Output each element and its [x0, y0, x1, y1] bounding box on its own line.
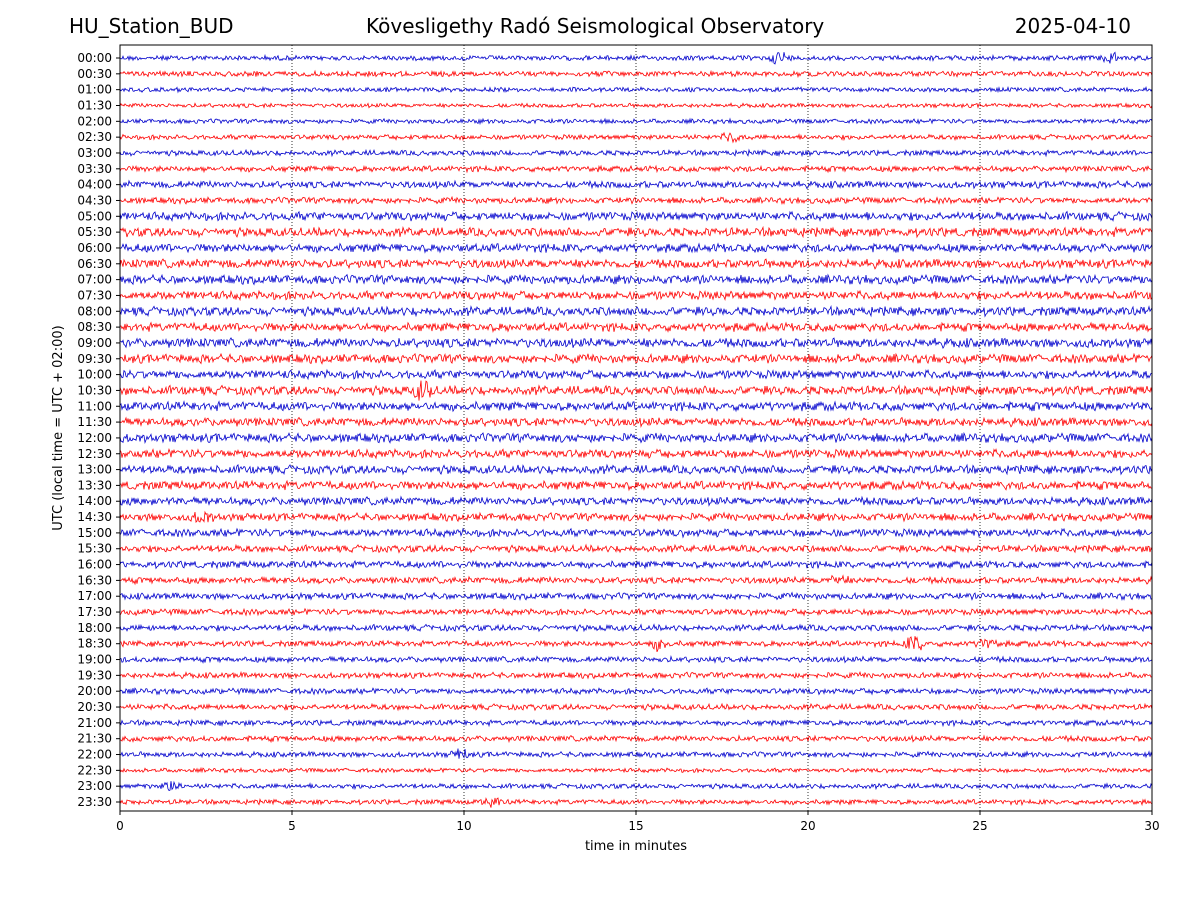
trace-0100 [119, 85, 1153, 94]
y-tick-label: 08:00 [77, 304, 112, 318]
y-tick-label: 00:30 [77, 67, 112, 81]
x-tick-label: 10 [456, 819, 471, 833]
y-tick-label: 09:00 [77, 336, 112, 350]
y-tick-label: 12:30 [77, 447, 112, 461]
trace-2230 [119, 766, 1153, 774]
x-tick-label: 5 [288, 819, 296, 833]
y-tick-label: 04:00 [77, 178, 112, 192]
trace-0630 [119, 258, 1153, 270]
trace-1700 [119, 591, 1153, 601]
trace-1230 [119, 447, 1153, 460]
x-axis-label: time in minutes [585, 839, 687, 854]
y-tick-label: 15:30 [77, 542, 112, 556]
y-tick-label: 08:30 [77, 320, 112, 334]
y-tick-label: 19:30 [77, 668, 112, 682]
y-tick-label: 01:30 [77, 98, 112, 112]
x-tick-label: 25 [972, 819, 987, 833]
y-tick-label: 10:30 [77, 383, 112, 397]
trace-0930 [119, 352, 1153, 365]
x-axis: 0 5 10 15 20 25 30 [116, 811, 1160, 833]
y-tick-label: 23:00 [77, 779, 112, 793]
trace-1100 [119, 400, 1153, 413]
y-tick-label: 07:00 [77, 273, 112, 287]
trace-0530 [119, 225, 1153, 239]
y-axis-label: UTC (local time = UTC + 02:00) [51, 325, 66, 530]
x-tick-label: 15 [628, 819, 643, 833]
x-tick-label: 0 [116, 819, 124, 833]
trace-1500 [119, 527, 1153, 539]
y-tick-label: 04:30 [77, 193, 112, 207]
trace-0600 [119, 242, 1153, 254]
record-date: 2025-04-10 [1014, 14, 1131, 38]
trace-1800 [119, 623, 1153, 633]
y-tick-label: 23:30 [77, 795, 112, 809]
y-tick-label: 03:00 [77, 146, 112, 160]
x-tick-label: 30 [1144, 819, 1159, 833]
trace-2300 [119, 780, 1153, 791]
trace-1430 [119, 510, 1153, 524]
y-tick-label: 02:30 [77, 130, 112, 144]
station-code: HU_Station_BUD [69, 14, 234, 38]
trace-1330 [119, 479, 1153, 492]
y-tick-label: 22:30 [77, 763, 112, 777]
y-tick-label: 17:00 [77, 589, 112, 603]
y-tick-label: 06:30 [77, 257, 112, 271]
y-tick-label: 10:00 [77, 368, 112, 382]
y-tick-label: 17:30 [77, 605, 112, 619]
trace-2030 [119, 702, 1153, 712]
y-tick-label: 05:30 [77, 225, 112, 239]
y-tick-label: 20:00 [77, 684, 112, 698]
y-tick-label: 02:00 [77, 114, 112, 128]
trace-0230 [119, 131, 1153, 144]
y-tick-label: 21:30 [77, 732, 112, 746]
y-tick-label: 07:30 [77, 288, 112, 302]
trace-0800 [119, 305, 1153, 318]
trace-1830 [119, 636, 1153, 653]
trace-0200 [119, 117, 1153, 126]
y-tick-label: 01:00 [77, 83, 112, 97]
trace-0400 [119, 179, 1153, 190]
y-tick-label: 16:00 [77, 558, 112, 572]
y-tick-label: 13:00 [77, 463, 112, 477]
trace-1300 [119, 463, 1153, 476]
y-tick-label: 22:00 [77, 748, 112, 762]
y-tick-label: 00:00 [77, 51, 112, 65]
y-tick-label: 11:00 [77, 399, 112, 413]
y-tick-label: 13:30 [77, 478, 112, 492]
y-tick-label: 18:30 [77, 637, 112, 651]
y-tick-label: 14:00 [77, 494, 112, 508]
trace-0730 [119, 289, 1153, 302]
trace-0330 [119, 164, 1153, 174]
y-tick-label: 12:00 [77, 431, 112, 445]
gridline-group [291, 45, 981, 811]
y-tick-label: 05:00 [77, 209, 112, 223]
y-tick-label: 03:30 [77, 162, 112, 176]
y-tick-label: 19:00 [77, 653, 112, 667]
observatory-title: Kövesligethy Radó Seismological Observat… [366, 14, 825, 38]
trace-0830 [119, 321, 1153, 334]
x-tick-label: 20 [800, 819, 815, 833]
y-tick-label: 15:00 [77, 526, 112, 540]
y-tick-label: 06:00 [77, 241, 112, 255]
trace-0000 [119, 51, 1153, 65]
y-tick-label: 20:30 [77, 700, 112, 714]
trace-1930 [119, 670, 1153, 680]
y-tick-label: 11:30 [77, 415, 112, 429]
trace-1130 [119, 416, 1153, 428]
y-tick-label: 21:00 [77, 716, 112, 730]
y-tick-label: 14:30 [77, 510, 112, 524]
y-tick-label: 16:30 [77, 573, 112, 587]
trace-0130 [119, 102, 1153, 109]
trace-2330 [119, 797, 1153, 808]
y-tick-label: 18:00 [77, 621, 112, 635]
y-tick-label: 09:30 [77, 352, 112, 366]
